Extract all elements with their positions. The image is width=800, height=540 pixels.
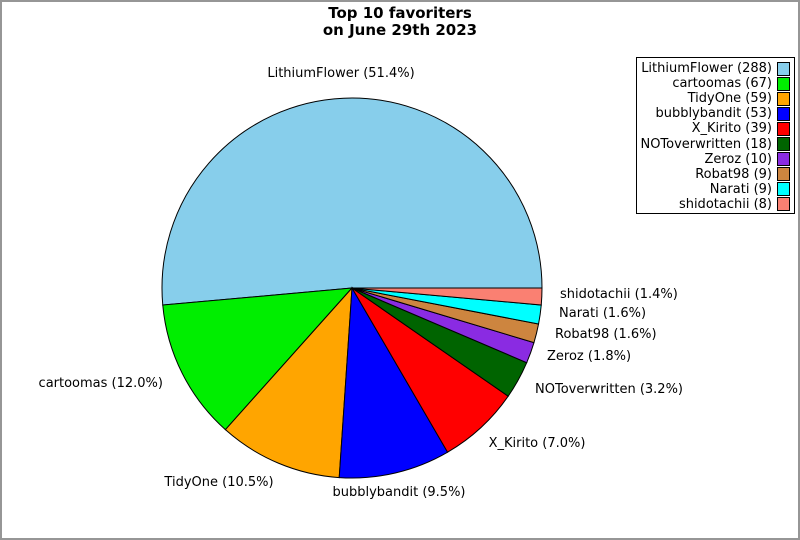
legend-swatch-NOToverwritten	[777, 137, 790, 152]
legend-row-cartoomas: cartoomas (67)	[641, 76, 790, 91]
slice-label-bubblybandit: bubblybandit (9.5%)	[332, 485, 466, 500]
legend-row-bubblybandit: bubblybandit (53)	[641, 106, 790, 121]
pie-slice-bubblybandit	[338, 286, 449, 479]
legend-row-shidotachii: shidotachii (8)	[641, 197, 790, 212]
legend-label-bubblybandit: bubblybandit (53)	[655, 106, 772, 122]
legend-label-Robat98: Robat98 (9)	[695, 166, 772, 182]
legend-label-NOToverwritten: NOToverwritten (18)	[640, 136, 772, 152]
legend-row-TidyOne: TidyOne (59)	[641, 91, 790, 106]
slice-label-Zeroz: Zeroz (1.8%)	[547, 349, 632, 364]
legend-row-X_Kirito: X_Kirito (39)	[641, 121, 790, 136]
slice-label-cartoomas: cartoomas (12.0%)	[38, 376, 163, 391]
legend-swatch-Robat98	[777, 167, 790, 182]
legend-label-TidyOne: TidyOne (59)	[687, 91, 772, 107]
legend-label-Narati: Narati (9)	[709, 181, 772, 197]
legend-swatch-TidyOne	[777, 91, 790, 106]
slice-label-TidyOne: TidyOne (10.5%)	[164, 475, 274, 490]
legend-label-LithiumFlower: LithiumFlower (288)	[641, 61, 772, 77]
pie-slice-TidyOne	[224, 286, 353, 479]
legend-row-LithiumFlower: LithiumFlower (288)	[641, 61, 790, 76]
legend-label-shidotachii: shidotachii (8)	[678, 196, 772, 212]
legend-swatch-shidotachii	[777, 197, 790, 212]
legend-swatch-Zeroz	[777, 152, 790, 167]
pie-slice-shidotachii	[351, 287, 543, 306]
legend-swatch-LithiumFlower	[777, 61, 790, 76]
slice-label-Robat98: Robat98 (1.6%)	[555, 327, 657, 342]
legend: LithiumFlower (288) cartoomas (67) TidyOne…	[636, 57, 795, 214]
legend-row-NOToverwritten: NOToverwritten (18)	[640, 136, 790, 152]
legend-swatch-X_Kirito	[777, 121, 790, 136]
legend-swatch-cartoomas	[777, 76, 790, 91]
slice-label-LithiumFlower: LithiumFlower (51.4%)	[267, 66, 415, 81]
legend-swatch-Narati	[777, 182, 790, 197]
slice-label-NOToverwritten: NOToverwritten (3.2%)	[535, 382, 684, 397]
slice-label-Narati: Narati (1.6%)	[559, 306, 647, 321]
legend-swatch-bubblybandit	[777, 106, 790, 121]
chart-title: Top 10 favoriters on June 29th 2023	[2, 5, 798, 39]
chart-title-line1: Top 10 favoriters	[328, 4, 472, 22]
slice-label-shidotachii: shidotachii (1.4%)	[560, 287, 678, 302]
legend-row-Zeroz: Zeroz (10)	[641, 152, 790, 167]
legend-label-X_Kirito: X_Kirito (39)	[691, 121, 772, 137]
legend-label-Zeroz: Zeroz (10)	[704, 151, 772, 167]
legend-row-Narati: Narati (9)	[641, 182, 790, 197]
legend-label-cartoomas: cartoomas (67)	[672, 76, 772, 92]
chart-title-line2: on June 29th 2023	[322, 21, 478, 39]
slice-label-X_Kirito: X_Kirito (7.0%)	[488, 436, 586, 451]
legend-row-Robat98: Robat98 (9)	[641, 167, 790, 182]
pie-slice-LithiumFlower	[161, 97, 543, 306]
pie-slice-cartoomas	[162, 287, 354, 431]
